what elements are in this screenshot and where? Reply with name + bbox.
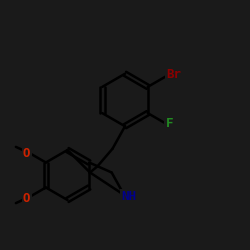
Text: O: O — [23, 146, 30, 160]
Text: NH: NH — [122, 190, 137, 203]
Text: F: F — [166, 117, 173, 130]
Text: O: O — [23, 192, 30, 204]
Text: Br: Br — [166, 68, 181, 81]
